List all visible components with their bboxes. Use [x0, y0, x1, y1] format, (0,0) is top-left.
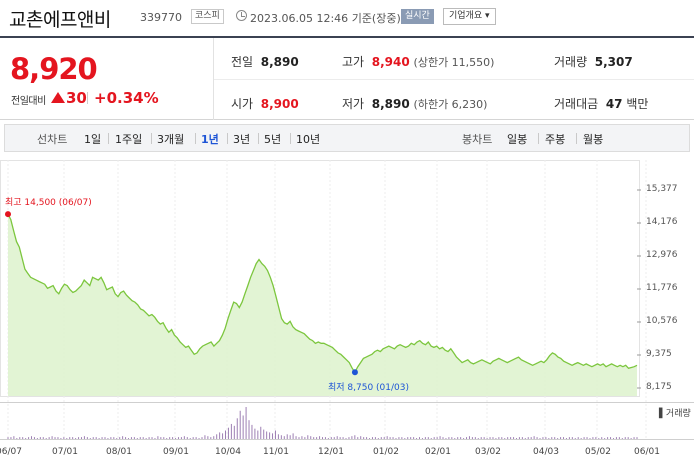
high-marker: [5, 211, 11, 218]
x-tick-label: 05/02: [585, 447, 611, 457]
trade-value-unit: 백만: [626, 97, 649, 111]
y-tick-label: 8,175: [646, 382, 672, 392]
y-tick-label: 14,176: [646, 217, 678, 227]
price-area: [8, 214, 637, 396]
market-badge: 코스피: [191, 9, 224, 24]
price-change-percent: +0.34%: [94, 89, 159, 107]
plot-frame: [0, 160, 640, 397]
change-label: 전일대비: [11, 96, 46, 107]
range-3y[interactable]: 3년: [233, 133, 251, 146]
up-triangle-icon: [51, 92, 65, 103]
volume-value: 5,307: [594, 55, 633, 69]
y-tick-label: 10,576: [646, 316, 678, 326]
basis-text: 기준(장중): [351, 12, 401, 25]
datetime-text: 2023.06.05 12:46: [250, 12, 349, 25]
open-cell: 시가 8,900: [231, 95, 299, 112]
divider: [538, 133, 539, 144]
candle-daily[interactable]: 일봉: [507, 133, 528, 146]
candle-weekly[interactable]: 주봉: [545, 133, 566, 146]
range-3m[interactable]: 3개월: [157, 133, 185, 146]
x-tick-label: 06/01: [634, 447, 660, 457]
y-tick-label: 9,375: [646, 349, 672, 359]
prev-close-value: 8,890: [260, 55, 299, 69]
current-price: 8,920: [10, 52, 98, 86]
company-overview-dropdown[interactable]: 기업개요 ▾: [443, 8, 496, 25]
volume-label: 거래량: [554, 55, 588, 69]
price-line: [7, 213, 638, 374]
price-chart[interactable]: 15,377 14,176 12,976 11,776 10,576 9,375 8,175…: [0, 160, 694, 469]
clock-icon: [236, 10, 247, 21]
divider: [151, 133, 152, 144]
low-marker: [351, 369, 358, 376]
trade-value-label: 거래대금: [554, 97, 599, 111]
high-annotation: 최고 14,500 (06/07): [5, 198, 92, 208]
divider: [195, 133, 196, 144]
x-tick-label: 09/01: [163, 447, 189, 457]
quote-datetime: 2023.06.05 12:46 기준(장중): [250, 10, 401, 26]
stock-name: 교촌에프앤비: [9, 9, 111, 31]
divider: [108, 133, 109, 144]
y-tick-label: 11,776: [646, 283, 678, 293]
volume-legend: ▌거래량: [659, 409, 691, 419]
stock-code: 339770: [140, 11, 182, 24]
x-tick-label: 02/01: [425, 447, 451, 457]
low-label: 저가: [342, 97, 365, 111]
range-10y[interactable]: 10년: [296, 133, 321, 146]
x-tick-label: 01/02: [373, 447, 399, 457]
x-tick-label: 03/02: [475, 447, 501, 457]
x-tick-label: 10/04: [215, 447, 241, 457]
line-chart-label: 선차트: [37, 133, 68, 146]
quote-summary: 8,920 전일대비 30 +0.34% 전일 8,890 고가 8,940 (…: [0, 36, 694, 120]
high-label: 고가: [342, 55, 365, 69]
price-change: 30: [66, 89, 87, 107]
x-tick-label: 07/01: [52, 447, 78, 457]
divider: [258, 133, 259, 144]
divider: [227, 133, 228, 144]
x-tick-label: 04/03: [533, 447, 559, 457]
divider: [290, 133, 291, 144]
x-tick-label: 12/01: [318, 447, 344, 457]
range-1d[interactable]: 1일: [84, 133, 102, 146]
range-1y[interactable]: 1년: [201, 133, 219, 146]
range-1w[interactable]: 1주일: [115, 133, 143, 146]
y-tick-label: 12,976: [646, 250, 678, 260]
trade-value-cell: 거래대금 47 백만: [554, 95, 648, 112]
x-tick-label: 11/01: [263, 447, 289, 457]
low-cell: 저가 8,890 (하한가 6,230): [342, 95, 487, 112]
range-5y[interactable]: 5년: [264, 133, 282, 146]
stock-header: 교촌에프앤비 339770 코스피 2023.06.05 12:46 기준(장중…: [0, 0, 694, 36]
y-tick-label: 15,377: [646, 184, 678, 194]
open-value: 8,900: [260, 97, 299, 111]
chart-range-bar: 선차트 1일 1주일 3개월 1년 3년 5년 10년 봉차트 일봉 주봉 월봉: [4, 124, 690, 152]
upper-limit: (상한가 11,550): [413, 56, 495, 69]
divider: [576, 133, 577, 144]
row-divider: [214, 79, 694, 80]
volume-legend-label: 거래량: [665, 409, 691, 419]
low-annotation: 최저 8,750 (01/03): [328, 383, 410, 393]
low-value: 8,890: [371, 97, 410, 111]
current-price-box: 8,920 전일대비 30 +0.34%: [0, 38, 214, 120]
x-tick-label: 06/07: [0, 447, 22, 457]
volume-cell: 거래량 5,307: [554, 53, 633, 70]
open-label: 시가: [231, 97, 254, 111]
high-value: 8,940: [371, 55, 410, 69]
prev-close-label: 전일: [231, 55, 254, 69]
realtime-button[interactable]: 실시간: [401, 9, 434, 24]
prev-close-cell: 전일 8,890: [231, 53, 299, 70]
lower-limit: (하한가 6,230): [413, 98, 488, 111]
trade-value: 47: [605, 97, 623, 111]
divider: [87, 92, 88, 104]
candle-monthly[interactable]: 월봉: [583, 133, 604, 146]
price-chart-svg: [0, 160, 694, 440]
candle-chart-label: 봉차트: [462, 133, 493, 146]
high-cell: 고가 8,940 (상한가 11,550): [342, 53, 494, 70]
x-tick-label: 08/01: [106, 447, 132, 457]
